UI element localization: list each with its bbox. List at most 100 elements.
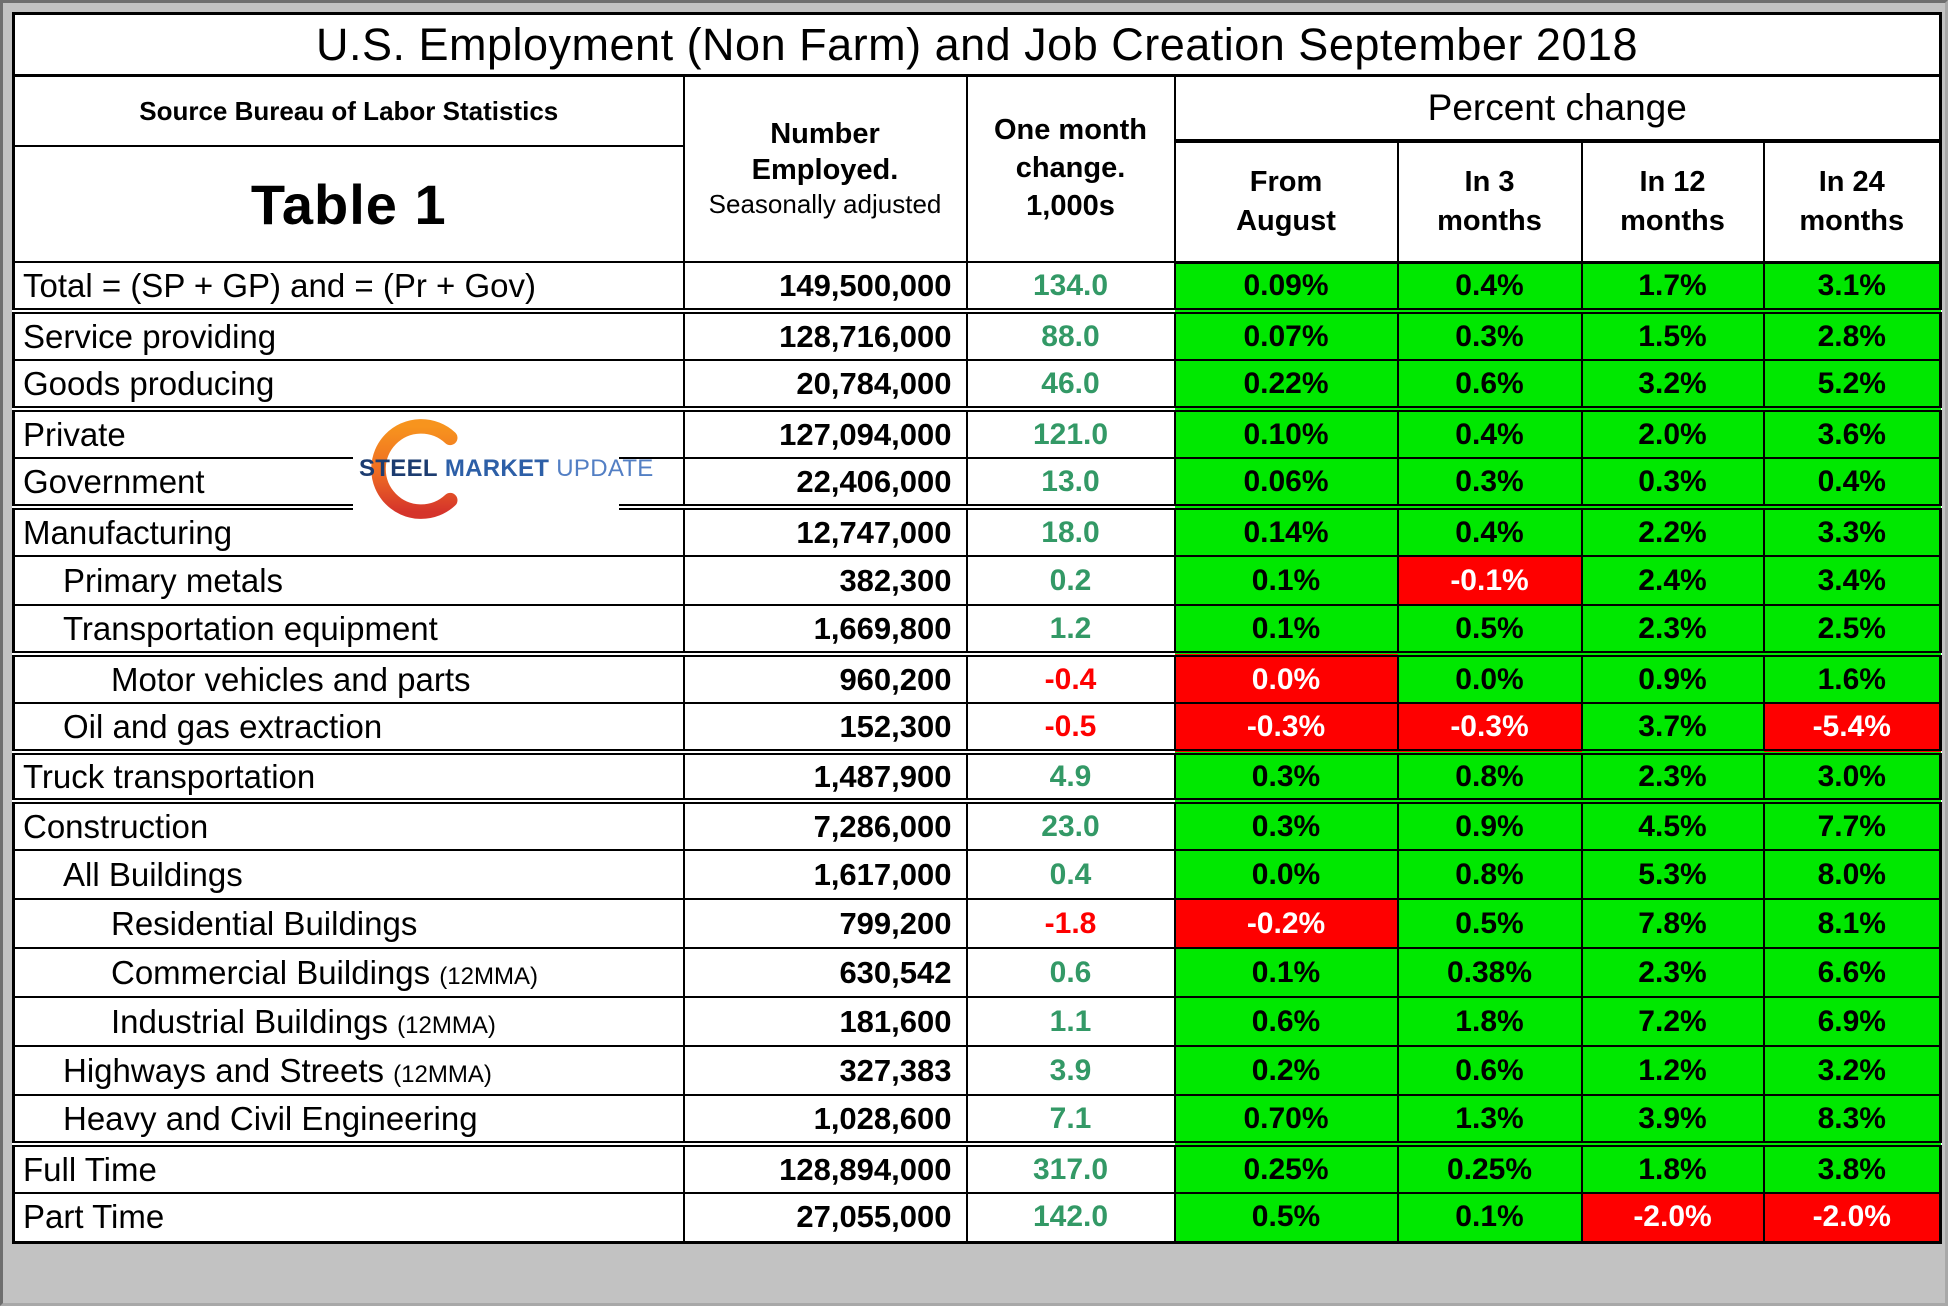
row-label: Commercial Buildings [111,953,431,991]
percent-change-cell: 3.8% [1762,1141,1942,1194]
row-label: Total = (SP + GP) and = (Pr + Gov) [23,266,536,304]
percent-change-cell: 0.6% [1396,359,1583,410]
row-label-suffix: (12MMA) [397,1011,496,1039]
percent-change-cell: -0.2% [1173,898,1399,949]
percent-change-cell: 2.4% [1580,555,1765,606]
column-header-in-24-months: In 24 months [1762,140,1942,264]
percent-change-cell: 6.9% [1762,996,1942,1047]
column-header-one-month-change: One month change. 1,000s [965,74,1176,263]
column-header-in-12-months: In 12 months [1580,140,1765,264]
logo-text: STEEL MARKET UPDATE [359,455,653,483]
percent-change-cell: -0.1% [1396,555,1583,606]
percent-change-cell: 3.4% [1762,555,1942,606]
percent-change-cell: 3.7% [1580,702,1765,753]
percent-change-cell: 0.1% [1173,555,1399,606]
row-label: Transportation equipment [63,609,438,647]
percent-change-cell: 0.4% [1396,261,1583,312]
row-label-cell: Oil and gas extraction [12,702,685,753]
row-label: Construction [23,807,209,845]
table-row: Manufacturing 12,747,000 18.0 0.14% 0.4% 2.2%… [12,504,1942,557]
one-month-change-value: -0.5 [965,702,1176,753]
table-number-label: Table 1 [250,172,447,236]
percent-change-cell: 7.7% [1762,798,1942,851]
table-row: Construction 7,286,000 23.0 0.3% 0.9% 4.5% 7.7… [12,798,1942,851]
logo-word-steel: STEEL [359,455,438,482]
employed-value: 799,200 [682,898,968,949]
percent-change-cell: 0.06% [1173,457,1399,508]
row-label: Private [23,415,126,453]
row-label: Truck transportation [23,757,316,795]
percent-change-cell: 3.1% [1762,261,1942,312]
percent-change-cell: 0.1% [1173,947,1399,998]
table-row: Industrial Buildings (12MMA) 181,600 1.1 0.… [12,996,1942,1047]
one-month-change-value: 7.1 [965,1094,1176,1145]
percent-change-cell: 0.10% [1173,406,1399,459]
row-label: Residential Buildings [111,904,418,942]
logo-word-market: MARKET [444,455,550,482]
percent-change-cell: 0.25% [1396,1141,1583,1194]
row-label: All Buildings [63,855,243,893]
column-group-percent-change: Percent change [1173,74,1942,144]
row-label-cell: Primary metals [12,555,685,606]
percent-change-cell: 3.0% [1762,749,1942,802]
percent-change-cell: 0.0% [1173,651,1399,704]
row-label-cell: Full Time [12,1141,685,1194]
percent-change-cell: 0.0% [1396,651,1583,704]
percent-change-cell: 0.3% [1173,798,1399,851]
employed-value: 1,669,800 [682,604,968,655]
row-label-cell: Total = (SP + GP) and = (Pr + Gov) [12,261,685,312]
column-header-number-employed: Number Employed. Seasonally adjusted [682,74,968,263]
employed-value: 20,784,000 [682,359,968,410]
percent-change-cell: 0.6% [1173,996,1399,1047]
percent-change-cell: 0.22% [1173,359,1399,410]
row-label-cell: Residential Buildings [12,898,685,949]
percent-change-cell: 2.3% [1580,604,1765,655]
percent-change-cell: -0.3% [1173,702,1399,753]
percent-change-cell: 0.3% [1173,749,1399,802]
percent-change-cell: 0.0% [1173,849,1399,900]
employed-value: 7,286,000 [682,798,968,851]
one-month-change-value: 134.0 [965,261,1176,312]
table-row: Government 22,406,000 13.0 0.06% 0.3% 0.3% 0.4… [12,457,1942,508]
percent-change-cell: -2.0% [1762,1192,1942,1243]
percent-change-cell: 0.07% [1173,308,1399,361]
column-header-from-august: From August [1173,140,1399,264]
percent-change-cell: 0.4% [1396,504,1583,557]
table-row: Highways and Streets (12MMA) 327,383 3.9 0.… [12,1045,1942,1096]
percent-change-cell: 2.3% [1580,947,1765,998]
table-row: Oil and gas extraction 152,300 -0.5 -0.3% -0… [12,702,1942,753]
table-row: All Buildings 1,617,000 0.4 0.0% 0.8% 5.3% 8.0… [12,849,1942,900]
percent-change-cell: 0.6% [1396,1045,1583,1096]
source-table-header-cell: Source Bureau of Labor Statistics Table … [12,74,685,263]
percent-change-cell: 0.5% [1173,1192,1399,1243]
percent-change-cell: 0.3% [1580,457,1765,508]
steel-market-update-logo: STEEL MARKET UPDATE [353,419,653,519]
row-label-cell: Part Time [12,1192,685,1243]
row-label-suffix: (12MMA) [393,1060,492,1088]
percent-change-cell: 7.8% [1580,898,1765,949]
row-label: Manufacturing [23,513,233,551]
row-label: Full Time [23,1150,157,1188]
percent-change-cell: 3.2% [1762,1045,1942,1096]
row-label-cell: Truck transportation [12,749,685,802]
percent-change-cell: 4.5% [1580,798,1765,851]
percent-change-cell: 0.4% [1762,457,1942,508]
one-month-change-value: 1.1 [965,996,1176,1047]
employed-value: 630,542 [682,947,968,998]
table-row: Commercial Buildings (12MMA) 630,542 0.6 0.… [12,947,1942,998]
one-month-change-value: 88.0 [965,308,1176,361]
percent-change-cell: 1.8% [1580,1141,1765,1194]
row-label-cell: Service providing [12,308,685,361]
table-row: Transportation equipment 1,669,800 1.2 0.1%… [12,604,1942,655]
table-body: Total = (SP + GP) and = (Pr + Gov) 149,50… [12,261,1942,1243]
row-label: Highways and Streets [63,1051,384,1089]
one-month-change-value: 46.0 [965,359,1176,410]
percent-change-cell: 0.5% [1396,604,1583,655]
percent-change-cell: 1.6% [1762,651,1942,704]
percent-change-cell: 0.4% [1396,406,1583,459]
one-month-change-value: -0.4 [965,651,1176,704]
seasonally-adjusted-note: Seasonally adjusted [708,189,942,220]
percent-change-cell: 3.9% [1580,1094,1765,1145]
employed-value: 12,747,000 [682,504,968,557]
